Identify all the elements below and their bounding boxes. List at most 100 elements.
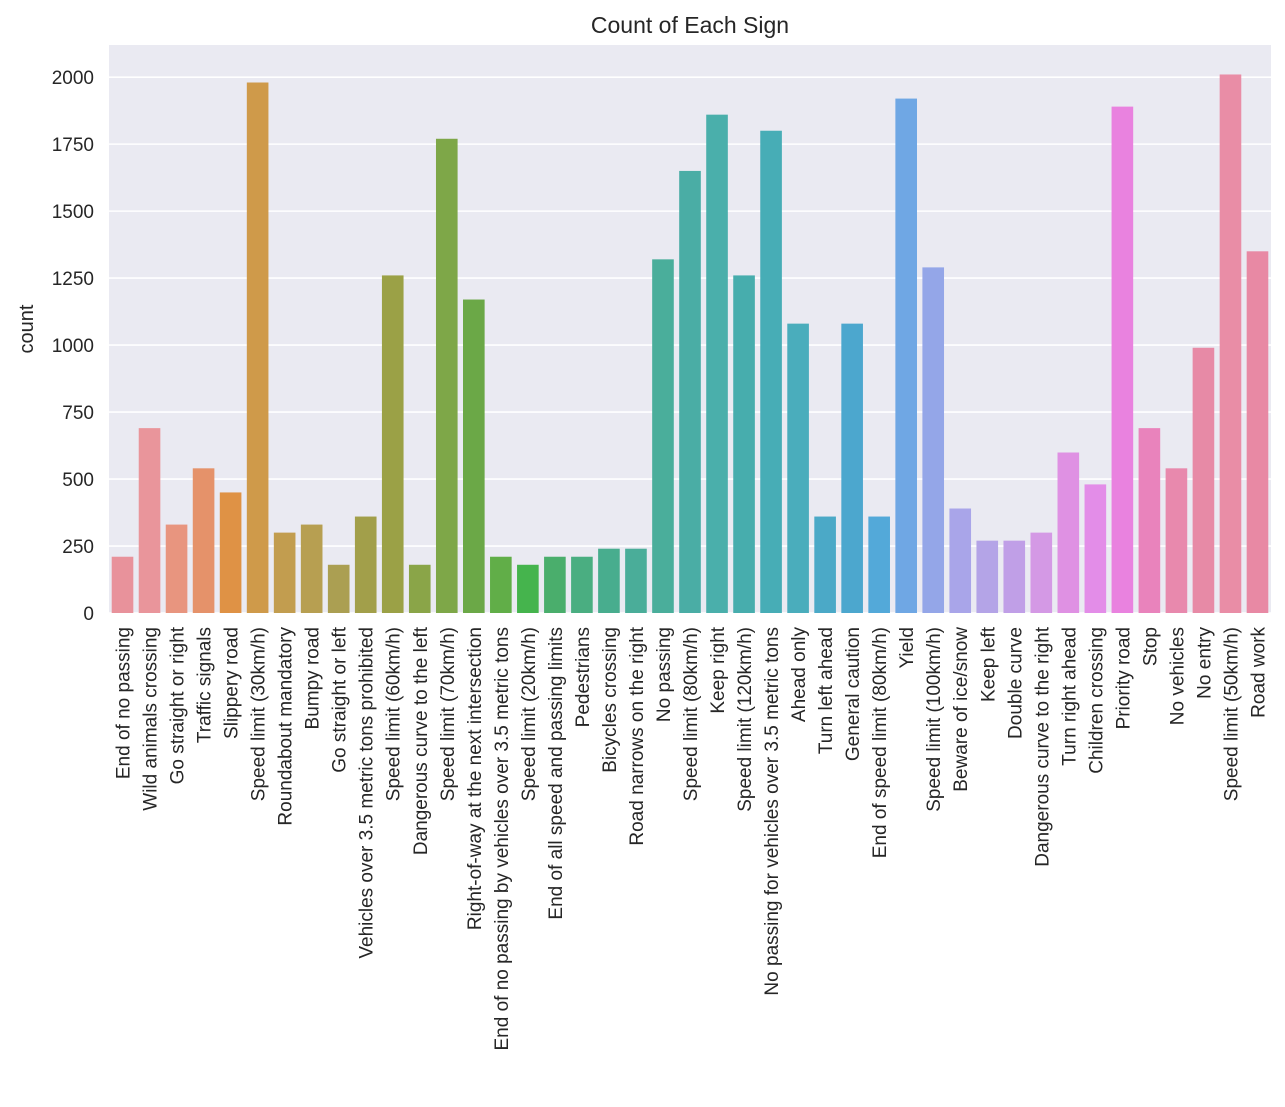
bar [733,275,755,613]
x-tick-label: Slippery road [222,627,243,739]
y-tick-label: 1250 [52,269,94,290]
x-tick-label: Yield [897,627,918,669]
bar [490,556,512,613]
bar [679,170,701,613]
x-tick-label: Road work [1248,627,1269,718]
bar [111,556,134,613]
x-tick-label: No passing [654,627,675,722]
x-tick-label: No entry [1194,627,1215,699]
x-tick-label: General caution [843,627,864,761]
bar [571,556,593,613]
bar [544,556,566,613]
x-tick-label: Children crossing [1086,627,1107,774]
chart-title: Count of Each Sign [591,12,789,38]
x-tick-label: Turn right ahead [1059,627,1080,766]
bar [1057,452,1080,613]
x-tick-label: Wild animals crossing [141,627,162,811]
bar [381,275,404,613]
bar [625,548,647,613]
y-tick-labels: 0 250 500 750 1000 1250 1500 1750 2000 [52,68,94,625]
bar [598,548,620,613]
x-tick-label: Go straight or left [330,626,351,772]
bar [1003,540,1026,613]
bar [1138,428,1161,613]
bar [787,323,809,613]
bar [273,532,296,613]
y-tick-label: 0 [83,604,94,625]
bar [895,98,917,614]
bar [949,508,972,613]
x-tick-label: Speed limit (70km/h) [438,627,459,801]
bar [165,524,188,613]
x-tick-label: No vehicles [1167,627,1188,725]
x-tick-label: Speed limit (80km/h) [681,627,702,801]
bar [354,516,377,613]
bar [1219,74,1242,614]
bar [192,468,215,613]
bar [435,138,458,613]
x-tick-label: Speed limit (120km/h) [735,627,756,812]
x-tick-label: Roundabout mandatory [276,627,297,826]
y-tick-label: 2000 [52,68,94,89]
bar [408,564,431,613]
bar [246,82,269,613]
y-tick-label: 250 [62,537,94,558]
x-tick-label: Pedestrians [573,627,594,727]
x-tick-label: Priority road [1113,627,1134,729]
bar [463,299,485,613]
bar [652,259,674,613]
bar [1246,251,1269,613]
y-tick-label: 500 [62,470,94,491]
x-tick-label: Traffic signals [195,627,216,743]
bar [1192,347,1215,613]
x-tick-label: Go straight or right [168,626,189,784]
bar [1111,106,1134,613]
x-tick-labels: End of no passing Wild animals crossing Go… [114,626,1270,1050]
x-tick-label: Speed limit (60km/h) [384,627,405,801]
bar [1030,532,1053,613]
x-tick-label: Vehicles over 3.5 metric tons prohibited [357,627,378,959]
x-tick-label: Speed limit (50km/h) [1221,627,1242,801]
bar [517,564,539,613]
x-tick-label: End of no passing by vehicles over 3.5 m… [492,627,513,1051]
x-tick-label: Keep left [978,626,999,702]
bar [300,524,323,613]
x-tick-label: Bicycles crossing [600,627,621,773]
x-tick-label: Beware of ice/snow [951,627,972,792]
y-tick-label: 1750 [52,135,94,156]
bar [976,540,999,613]
y-tick-label: 1500 [52,202,94,223]
bar [138,428,161,613]
x-tick-label: End of all speed and passing limits [546,627,567,920]
x-tick-label: Speed limit (100km/h) [924,627,945,812]
y-tick-label: 750 [62,403,94,424]
x-tick-label: No passing for vehicles over 3.5 metric … [762,627,783,996]
bar [327,564,350,613]
y-tick-label: 1000 [52,336,94,357]
bar [219,492,242,613]
x-tick-label: Stop [1140,627,1161,666]
x-tick-label: End of speed limit (80km/h) [870,627,891,858]
bar [760,130,782,614]
bar [1084,484,1107,613]
x-tick-label: Turn left ahead [816,627,837,754]
x-tick-label: Double curve [1005,627,1026,739]
x-tick-label: End of no passing [114,627,135,779]
x-tick-label: Dangerous curve to the right [1032,626,1053,866]
x-tick-label: Dangerous curve to the left [411,626,432,855]
x-tick-label: Speed limit (30km/h) [249,627,270,801]
x-tick-label: Road narrows on the right [627,626,648,845]
y-axis-label: count [16,304,38,353]
x-tick-label: Right-of-way at the next intersection [465,627,486,930]
bars [111,74,1269,614]
bar [814,516,836,613]
bar [922,267,945,613]
bar [841,323,863,613]
x-tick-label: Bumpy road [303,627,324,729]
x-tick-label: Keep right [708,626,729,713]
bar [706,114,728,614]
x-tick-label: Ahead only [789,627,810,723]
bar [1165,468,1188,613]
bar [868,516,890,613]
